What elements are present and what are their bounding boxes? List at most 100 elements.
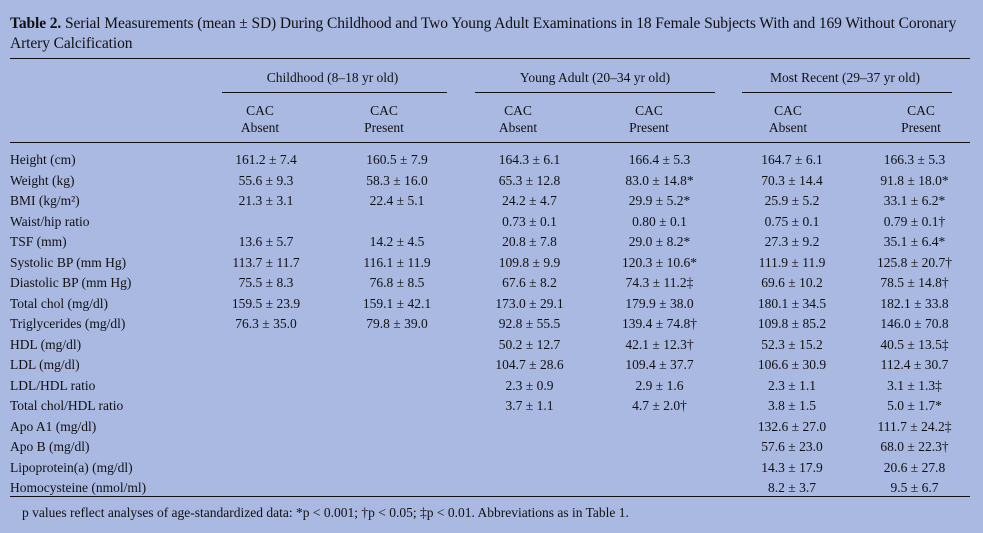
table-cell [322,376,472,397]
table-cell [322,396,472,417]
row-label: Height (cm) [10,152,76,168]
table-cell: 146.0 ± 70.8 [880,316,949,332]
table-cell: 68.0 ± 22.3† [880,439,949,455]
col-header-recent-absent: CAC Absent [768,103,808,135]
table-cell: 76.8 ± 8.5 [369,275,425,291]
table-cell: 180.1 ± 34.5 [757,295,827,311]
table-cell: 83.0 ± 14.8* [625,172,694,188]
table-cell: 5.0 ± 1.7* [887,398,942,414]
table-number: Table 2. [10,15,62,32]
table-cell: 78.5 ± 14.8† [880,275,949,291]
table-row: Weight (kg) 55.6 ± 9.3 58.3 ± 16.0 65.3 ± 1… [10,171,977,192]
table-row: HDL (mg/dl) 50.2 ± 12.7 42.1 ± 12.3† 52.3 ±… [10,335,977,356]
group-header-young-adult: Young Adult (20–34 yr old) [519,70,671,85]
table-footnote: p values reflect analyses of age-standar… [22,505,629,520]
table-cell [587,417,732,438]
table-row: LDL (mg/dl) 104.7 ± 28.6 109.4 ± 37.7 106.6… [10,355,977,376]
table-cell: 173.0 ± 29.1 [495,295,564,311]
table-cell [322,458,472,479]
group-rule-childhood [222,92,447,93]
table-cell: 76.3 ± 35.0 [235,316,297,332]
table-cell: 111.9 ± 11.9 [758,254,826,270]
table-cell: 29.0 ± 8.2* [628,234,691,250]
table-cell: 2.3 ± 1.1 [768,377,816,393]
table-cell [322,437,472,458]
table-cell [322,335,472,356]
header-rule [10,142,970,143]
col-header-young-absent: CAC Absent [498,103,538,135]
row-label: Total chol/HDL ratio [10,398,124,414]
row-label: LDL (mg/dl) [10,357,80,373]
table-cell: 74.3 ± 11.2‡ [625,275,694,291]
table-cell: 2.3 ± 0.9 [505,377,554,393]
table-cell: 40.5 ± 13.5‡ [880,336,949,352]
table-cell: 166.4 ± 5.3 [628,152,691,168]
row-label: Total chol (mg/dl) [10,295,109,311]
table-cell: 159.5 ± 23.9 [231,295,301,311]
bottom-rule [10,496,970,497]
table-cell [472,417,587,438]
table-cell [322,417,472,438]
table-cell: 179.9 ± 38.0 [625,295,694,311]
table-cell: 0.79 ± 0.1† [883,213,946,229]
table-row: Triglycerides (mg/dl) 76.3 ± 35.0 79.8 ± 3… [10,314,977,335]
table-cell: 0.73 ± 0.1 [502,213,557,229]
row-label: BMI (kg/m²) [10,193,80,209]
table-cell [210,212,322,233]
table-cell: 14.2 ± 4.5 [369,234,425,250]
group-rule-young-adult [475,92,715,93]
table-cell: 58.3 ± 16.0 [366,172,428,188]
col-header-recent-present: CAC Present [901,103,941,135]
table-cell: 55.6 ± 9.3 [238,172,294,188]
table-cell: 164.7 ± 6.1 [761,152,823,168]
data-table: Height (cm) 161.2 ± 7.4 160.5 ± 7.9 164.3 ±… [10,150,977,499]
table-cell: 139.4 ± 74.8† [622,316,697,332]
row-label: TSF (mm) [10,234,67,250]
table-cell: 20.8 ± 7.8 [502,234,557,250]
table-row: Waist/hip ratio 0.73 ± 0.1 0.80 ± 0.1 0.75 … [10,212,977,233]
group-header-most-recent: Most Recent (29–37 yr old) [770,70,920,85]
table-cell: 109.4 ± 37.7 [625,357,694,373]
table-cell [210,396,322,417]
table-cell: 75.5 ± 8.3 [238,275,294,291]
row-label: Triglycerides (mg/dl) [10,316,126,332]
table-cell [472,458,587,479]
table-cell: 112.4 ± 30.7 [880,357,949,373]
table-cell: 25.9 ± 5.2 [764,193,820,209]
table-row: Apo B (mg/dl) 57.6 ± 23.0 68.0 ± 22.3† [10,437,977,458]
table-cell: 69.6 ± 10.2 [761,275,823,291]
table-title: Table 2. Serial Measurements (mean ± SD)… [10,14,970,54]
table-cell: 65.3 ± 12.8 [498,172,561,188]
row-label: Homocysteine (nmol/ml) [10,480,147,496]
col-header-young-present: CAC Present [629,103,669,135]
table-cell: 79.8 ± 39.0 [366,316,428,332]
table-cell: 109.8 ± 85.2 [757,316,827,332]
table-cell: 92.8 ± 55.5 [498,316,561,332]
table-row: Total chol (mg/dl) 159.5 ± 23.9 159.1 ± 42… [10,294,977,315]
row-label: Apo A1 (mg/dl) [10,418,97,434]
table-row: Total chol/HDL ratio 3.7 ± 1.1 4.7 ± 2.0† 3… [10,396,977,417]
table-cell: 116.1 ± 11.9 [363,254,431,270]
table-row: Systolic BP (mm Hg) 113.7 ± 11.7 116.1 ± 1… [10,253,977,274]
table-cell: 50.2 ± 12.7 [498,336,561,352]
table-cell: 109.8 ± 9.9 [498,254,561,270]
table-cell: 164.3 ± 6.1 [498,152,561,168]
table-cell [587,437,732,458]
table-cell: 3.1 ± 1.3‡ [887,377,942,393]
row-label: Systolic BP (mm Hg) [10,254,127,270]
table-row: Homocysteine (nmol/ml) 8.2 ± 3.7 9.5 ± 6.7 [10,478,977,499]
table-cell: 106.6 ± 30.9 [757,357,827,373]
table-cell: 4.7 ± 2.0† [632,398,687,414]
group-header-childhood: Childhood (8–18 yr old) [266,70,399,85]
top-rule [10,58,970,59]
table-cell: 52.3 ± 15.2 [761,336,823,352]
table-cell: 160.5 ± 7.9 [366,152,428,168]
table-cell: 57.6 ± 23.0 [761,439,823,455]
table-cell: 67.6 ± 8.2 [502,275,557,291]
table-cell: 0.80 ± 0.1 [632,213,687,229]
table-cell: 22.4 ± 5.1 [369,193,425,209]
row-label: Weight (kg) [10,172,75,188]
table-cell [322,355,472,376]
group-rule-most-recent [742,92,952,93]
